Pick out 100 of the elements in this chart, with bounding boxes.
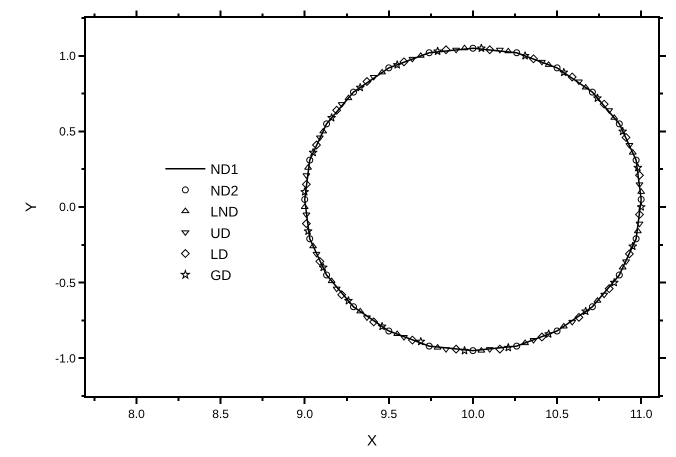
point bbox=[433, 46, 442, 56]
point bbox=[327, 113, 336, 122]
x-tick-label: 8.0 bbox=[128, 407, 146, 422]
point bbox=[520, 51, 530, 60]
point bbox=[568, 72, 577, 82]
point bbox=[529, 54, 538, 64]
point bbox=[304, 226, 313, 236]
point bbox=[344, 296, 353, 305]
point bbox=[625, 249, 634, 258]
point bbox=[633, 162, 642, 172]
point bbox=[400, 57, 408, 66]
x-tick-label: 9.0 bbox=[296, 407, 314, 422]
point bbox=[319, 128, 328, 134]
point bbox=[521, 340, 530, 346]
point bbox=[622, 133, 630, 142]
point bbox=[434, 344, 442, 350]
point bbox=[504, 48, 512, 54]
point bbox=[632, 156, 640, 164]
point bbox=[574, 312, 584, 322]
point bbox=[604, 284, 614, 294]
point bbox=[486, 347, 494, 353]
point bbox=[300, 187, 310, 196]
y-tick-label: 0.0 bbox=[59, 200, 76, 214]
point bbox=[416, 52, 425, 58]
x-tick-label: 8.5 bbox=[212, 407, 230, 422]
point bbox=[344, 94, 352, 100]
point bbox=[588, 303, 596, 310]
point bbox=[408, 56, 416, 62]
point bbox=[378, 68, 386, 74]
point bbox=[460, 346, 470, 355]
point bbox=[600, 100, 609, 109]
point bbox=[442, 45, 450, 54]
point bbox=[632, 235, 640, 242]
point bbox=[495, 344, 504, 354]
point bbox=[302, 212, 310, 218]
point bbox=[554, 64, 561, 72]
point bbox=[356, 308, 364, 314]
point bbox=[538, 332, 546, 342]
legend-label: ND1 bbox=[210, 161, 239, 178]
point bbox=[332, 106, 342, 115]
y-tick-label: 0.5 bbox=[59, 124, 76, 139]
point bbox=[560, 322, 568, 328]
point bbox=[332, 286, 341, 292]
point bbox=[600, 292, 608, 298]
point bbox=[530, 338, 538, 344]
legend-label: UD bbox=[210, 224, 231, 241]
point bbox=[636, 182, 644, 188]
point bbox=[544, 329, 554, 338]
point bbox=[637, 188, 646, 194]
point bbox=[610, 114, 618, 120]
point bbox=[328, 278, 336, 284]
point bbox=[588, 88, 596, 96]
point bbox=[636, 222, 644, 228]
point bbox=[392, 60, 402, 69]
point bbox=[362, 315, 371, 321]
point bbox=[513, 342, 520, 350]
point bbox=[582, 84, 590, 90]
point bbox=[635, 170, 644, 180]
point bbox=[385, 327, 392, 334]
point bbox=[304, 164, 312, 170]
point bbox=[362, 77, 372, 86]
point bbox=[469, 347, 476, 354]
point bbox=[408, 336, 417, 344]
point bbox=[350, 88, 357, 96]
point bbox=[306, 235, 314, 242]
legend-label: LND bbox=[210, 204, 238, 220]
point bbox=[378, 322, 387, 330]
point bbox=[469, 44, 476, 52]
point bbox=[477, 347, 486, 353]
point bbox=[302, 219, 311, 228]
point bbox=[628, 242, 638, 250]
point bbox=[634, 228, 642, 234]
point bbox=[369, 318, 378, 326]
point bbox=[636, 202, 646, 211]
y-tick-label: -1.0 bbox=[55, 351, 76, 366]
point bbox=[442, 347, 450, 353]
point bbox=[312, 252, 320, 258]
point bbox=[485, 45, 494, 54]
point bbox=[400, 335, 408, 341]
point bbox=[306, 156, 314, 164]
point bbox=[544, 61, 553, 67]
point bbox=[315, 257, 324, 266]
point bbox=[323, 120, 330, 128]
y-tick-label: 1.0 bbox=[59, 49, 76, 63]
point bbox=[337, 290, 346, 300]
x-tick-label: 9.5 bbox=[380, 407, 398, 422]
y-axis-title: Y bbox=[22, 202, 40, 212]
point bbox=[618, 126, 628, 136]
x-axis-title: X bbox=[366, 432, 378, 450]
point bbox=[496, 48, 504, 54]
point bbox=[559, 68, 568, 76]
point bbox=[370, 74, 378, 80]
point bbox=[338, 102, 346, 108]
x-tick-label: 10.5 bbox=[545, 407, 570, 422]
point bbox=[452, 344, 461, 354]
point bbox=[538, 60, 546, 66]
point bbox=[616, 120, 623, 128]
point bbox=[605, 108, 614, 114]
point bbox=[385, 64, 392, 72]
point bbox=[312, 140, 321, 150]
